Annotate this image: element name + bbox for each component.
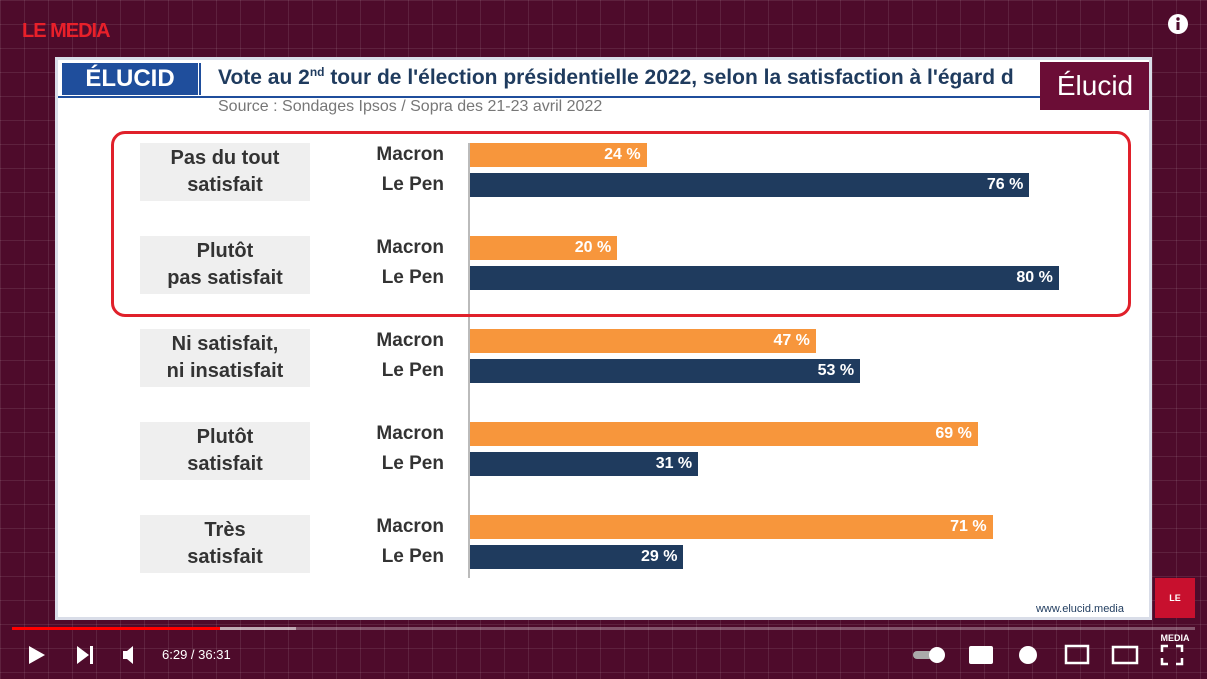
category-label: Très satisfait	[140, 515, 310, 573]
highlight-box	[111, 131, 1131, 317]
bar	[470, 515, 993, 539]
progress-played	[12, 627, 220, 630]
footer: www.elucid.media	[1035, 603, 1124, 615]
controls	[29, 644, 1184, 666]
category-label: Ni satisfait, ni insatisfait	[140, 329, 310, 387]
time: 6:29 / 36:31	[162, 647, 231, 662]
watermark: LE MEDIA	[1155, 578, 1195, 643]
next-button[interactable]	[77, 646, 93, 664]
series-label: Le Pen	[381, 546, 444, 567]
value-label: 71 %	[950, 518, 987, 535]
channel-logo: LE MEDIA	[22, 20, 111, 42]
series-label: Le Pen	[381, 360, 444, 381]
value-label: 80 %	[1016, 269, 1053, 286]
settings-button[interactable]	[1019, 646, 1037, 664]
bar	[470, 452, 699, 476]
bar	[470, 236, 618, 260]
title-text: tour de l'élection présidentielle 2022, …	[324, 66, 1014, 89]
volume-button[interactable]	[123, 646, 133, 664]
category-label: Plutôt pas satisfait	[140, 236, 310, 294]
title: Vote au 2nd tour de l'élection président…	[218, 65, 1014, 90]
header-rule	[58, 96, 1149, 98]
title-sup: nd	[309, 65, 325, 79]
axis-line	[468, 143, 470, 578]
theater-button[interactable]	[1111, 645, 1139, 665]
source: Source : Sondages Ipsos / Sopra des 21-2…	[218, 98, 603, 115]
value-label: 47 %	[773, 332, 810, 349]
series-label: Macron	[376, 237, 444, 258]
series-label: Le Pen	[381, 453, 444, 474]
series-label: Macron	[376, 516, 444, 537]
value-label: 76 %	[986, 176, 1024, 193]
bar	[470, 422, 978, 446]
value-label: 69 %	[935, 425, 972, 442]
value-label: 53 %	[817, 362, 855, 379]
value-label: 31 %	[655, 455, 693, 472]
play-button[interactable]	[29, 646, 45, 664]
series-label: Le Pen	[381, 267, 444, 288]
chart-panel: ÉLUCID Vote au 2nd tour de l'élection pr…	[55, 57, 1152, 620]
logo: ÉLUCID	[62, 63, 198, 95]
series-label: Macron	[376, 330, 444, 351]
divider	[199, 63, 201, 95]
bar	[470, 266, 1059, 290]
fullscreen-button[interactable]	[1160, 644, 1184, 666]
value-label: 29 %	[640, 548, 678, 565]
category-label: Pas du tout satisfait	[140, 143, 310, 201]
value-label: 20 %	[574, 239, 612, 256]
info-icon[interactable]	[1166, 12, 1190, 36]
bar	[470, 143, 647, 167]
bar	[470, 173, 1030, 197]
series-label: Le Pen	[381, 174, 444, 195]
value-label: 24 %	[604, 146, 641, 163]
subtitles-button[interactable]	[969, 646, 993, 664]
series-label: Macron	[376, 144, 444, 165]
series-label: Macron	[376, 423, 444, 444]
bar	[470, 545, 684, 569]
category-label: Plutôt satisfait	[140, 422, 310, 480]
autoplay-knob	[929, 647, 945, 663]
miniplayer-button[interactable]	[1064, 644, 1090, 665]
title-text: Vote au 2	[218, 66, 310, 89]
progress-track[interactable]	[12, 627, 1195, 630]
bar	[470, 329, 816, 353]
badge: Élucid	[1040, 62, 1149, 110]
bar	[470, 359, 861, 383]
